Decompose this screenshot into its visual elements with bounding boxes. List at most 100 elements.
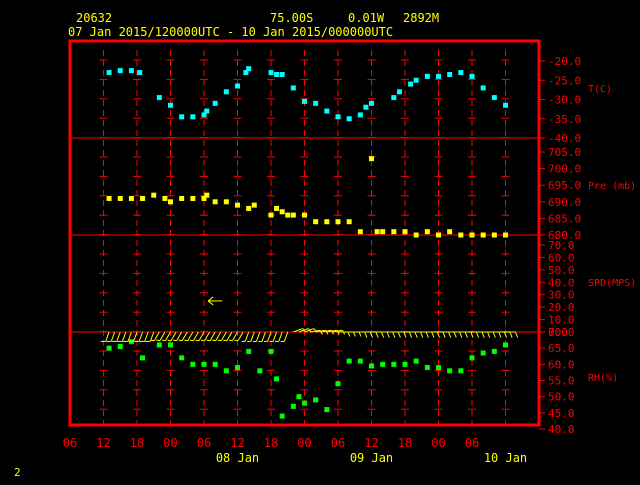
- wind-barb: [212, 332, 221, 341]
- rh-point: [274, 376, 279, 381]
- y-tick-label: 55.0: [548, 375, 575, 388]
- wind-barb-flag: [387, 332, 389, 338]
- pressure-point: [274, 206, 279, 211]
- pressure-point: [291, 213, 296, 218]
- y-tick-label: 65.0: [548, 342, 575, 355]
- rh-point: [280, 414, 285, 419]
- temp-point: [363, 105, 368, 110]
- wind-barb-shaft: [251, 332, 254, 341]
- panel-label: Pre (mb): [588, 181, 636, 192]
- temp-point: [168, 103, 173, 108]
- temp-point: [118, 68, 123, 73]
- rh-point: [324, 407, 329, 412]
- x-tick-label: 00: [431, 436, 445, 450]
- series-layer: [101, 66, 518, 418]
- temp-point: [358, 112, 363, 117]
- pressure-point: [213, 199, 218, 204]
- pressure-point: [302, 213, 307, 218]
- rh-point: [257, 368, 262, 373]
- rh-point: [347, 359, 352, 364]
- wind-barb-flag: [421, 332, 423, 338]
- pressure-point: [162, 196, 167, 201]
- x-tick-label: 18: [398, 436, 412, 450]
- y-tick-label: -35.0: [548, 113, 581, 126]
- x-tick-label: 00: [297, 436, 311, 450]
- pressure-point: [324, 219, 329, 224]
- rh-point: [336, 381, 341, 386]
- wind-barb-shaft: [233, 332, 238, 341]
- wind-barb: [168, 332, 177, 341]
- temp-point: [274, 72, 279, 77]
- wind-barb-shaft: [262, 332, 265, 341]
- wind-barb-flag: [179, 340, 183, 341]
- y-tick-label: 695.0: [548, 179, 581, 192]
- temp-point: [425, 74, 430, 79]
- rh-point: [492, 349, 497, 354]
- wind-barb-flag: [359, 332, 361, 336]
- wind-barb-flag: [190, 340, 194, 341]
- wind-barb-flag: [398, 332, 400, 338]
- wind-barb-shaft: [117, 332, 120, 341]
- temp-point: [324, 109, 329, 114]
- temp-point: [503, 103, 508, 108]
- y-tick-label: 40.0: [548, 423, 575, 436]
- y-tick-label: -30.0: [548, 94, 581, 107]
- pressure-point: [140, 196, 145, 201]
- temp-point: [470, 74, 475, 79]
- temp-point: [204, 109, 209, 114]
- wind-barb-flag: [476, 332, 478, 338]
- temp-point: [157, 95, 162, 100]
- wind-barb-shaft: [273, 332, 276, 341]
- pressure-point: [168, 199, 173, 204]
- wind-arrow-head: [208, 301, 213, 305]
- pressure-point: [470, 233, 475, 238]
- wind-barb-shaft: [171, 332, 176, 341]
- x-tick-label: 18: [130, 436, 144, 450]
- y-tick-label: 60.0: [548, 358, 575, 371]
- y-tick-label: 690.0: [548, 196, 581, 209]
- x-tick-label: 06: [197, 436, 211, 450]
- rh-point: [179, 355, 184, 360]
- wind-barb-shaft: [216, 332, 221, 341]
- temp-point: [269, 70, 274, 75]
- x-tick-label: 06: [63, 436, 77, 450]
- x-tick-label: 00: [163, 436, 177, 450]
- wind-barb-shaft: [154, 332, 159, 341]
- pressure-point: [336, 219, 341, 224]
- rh-point: [470, 355, 475, 360]
- temp-point: [107, 70, 112, 75]
- wind-barb-shaft: [188, 332, 193, 341]
- wind-barb-flag: [207, 340, 211, 341]
- panel-label: T(C): [588, 84, 612, 95]
- wind-barb-flag: [168, 340, 172, 341]
- wind-barb-flag: [195, 340, 199, 341]
- wind-barb-flag: [354, 332, 356, 336]
- y-tick-label: 70.0: [548, 239, 575, 252]
- rh-point: [168, 342, 173, 347]
- y-tick-label: -25.0: [548, 74, 581, 87]
- temp-point: [302, 99, 307, 104]
- wind-barb-flag: [488, 332, 490, 338]
- x-tick-label: 12: [230, 436, 244, 450]
- temp-point: [492, 95, 497, 100]
- wind-barb: [101, 332, 109, 342]
- pressure-point: [107, 196, 112, 201]
- wind-barb: [195, 332, 204, 341]
- wind-barb-shaft: [205, 332, 210, 341]
- wind-barb-flag: [443, 332, 445, 338]
- wind-barb: [218, 332, 227, 341]
- wind-barb-flag: [162, 340, 166, 341]
- wind-barb: [173, 332, 182, 341]
- y-tick-label: 50.0: [548, 391, 575, 404]
- wind-barb: [179, 332, 188, 341]
- wind-arrow-head: [208, 297, 213, 301]
- rh-point: [140, 355, 145, 360]
- rh-point: [425, 365, 430, 370]
- wind-barb-shaft: [245, 332, 248, 341]
- rh-point: [118, 344, 123, 349]
- temp-point: [397, 89, 402, 94]
- wind-barb-flag: [151, 340, 155, 341]
- rh-point: [436, 365, 441, 370]
- wind-barb-flag: [348, 332, 350, 336]
